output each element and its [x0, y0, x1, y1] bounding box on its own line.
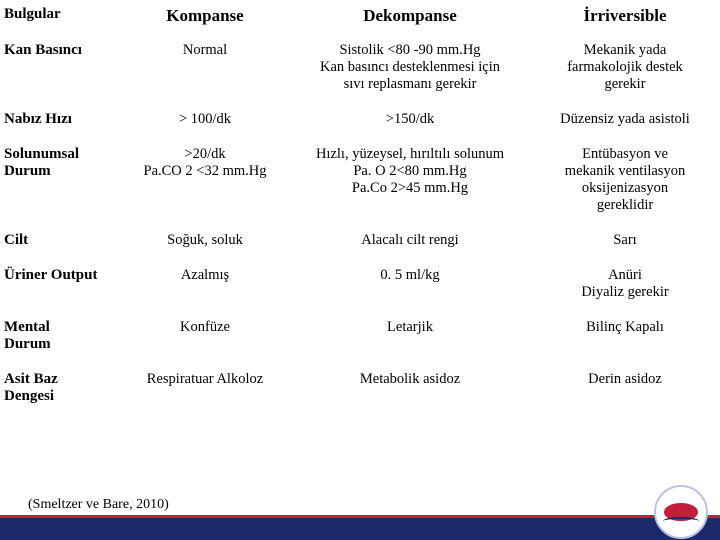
cell-dekompanse: Hızlı, yüzeysel, hırıltılı solunumPa. O … — [290, 138, 530, 224]
cell-irriversible: Entübasyon vemekanik ventilasyonoksijeni… — [530, 138, 720, 224]
logo-inner — [664, 503, 698, 521]
cell-kompanse: Respiratuar Alkoloz — [120, 363, 290, 415]
table-row: MentalDurumKonfüzeLetarjikBilinç Kapalı — [0, 311, 720, 363]
table-row: Üriner OutputAzalmış0. 5 ml/kgAnüriDiyal… — [0, 259, 720, 311]
row-label: Kan Basıncı — [0, 34, 120, 103]
table-row: Nabız Hızı> 100/dk>150/dkDüzensiz yada a… — [0, 103, 720, 138]
cell-irriversible: Bilinç Kapalı — [530, 311, 720, 363]
row-label: MentalDurum — [0, 311, 120, 363]
cell-dekompanse: Metabolik asidoz — [290, 363, 530, 415]
footer-bar — [0, 518, 720, 540]
table-row: Asit BazDengesiRespiratuar AlkolozMetabo… — [0, 363, 720, 415]
cell-irriversible: Mekanik yadafarmakolojik destekgerekir — [530, 34, 720, 103]
cell-dekompanse: Sistolik <80 -90 mm.HgKan basıncı destek… — [290, 34, 530, 103]
cell-kompanse: Konfüze — [120, 311, 290, 363]
row-label: Nabız Hızı — [0, 103, 120, 138]
cell-dekompanse: Alacalı cilt rengi — [290, 224, 530, 259]
findings-table: Bulgular Kompanse Dekompanse İrriversibl… — [0, 0, 720, 415]
row-label: Üriner Output — [0, 259, 120, 311]
institution-logo — [654, 485, 708, 539]
table-row: CiltSoğuk, solukAlacalı cilt rengiSarı — [0, 224, 720, 259]
row-label: Asit BazDengesi — [0, 363, 120, 415]
footer: (Smeltzer ve Bare, 2010) — [0, 497, 720, 540]
cell-kompanse: Azalmış — [120, 259, 290, 311]
cell-kompanse: > 100/dk — [120, 103, 290, 138]
table-row: Kan BasıncıNormalSistolik <80 -90 mm.HgK… — [0, 34, 720, 103]
cell-dekompanse: >150/dk — [290, 103, 530, 138]
cell-dekompanse: 0. 5 ml/kg — [290, 259, 530, 311]
cell-irriversible: Derin asidoz — [530, 363, 720, 415]
header-row: Bulgular Kompanse Dekompanse İrriversibl… — [0, 0, 720, 34]
citation: (Smeltzer ve Bare, 2010) — [0, 497, 720, 515]
row-label: Cilt — [0, 224, 120, 259]
cell-kompanse: >20/dkPa.CO 2 <32 mm.Hg — [120, 138, 290, 224]
cell-irriversible: AnüriDiyaliz gerekir — [530, 259, 720, 311]
row-label: SolunumsalDurum — [0, 138, 120, 224]
cell-dekompanse: Letarjik — [290, 311, 530, 363]
cell-kompanse: Normal — [120, 34, 290, 103]
col-dekompanse: Dekompanse — [290, 0, 530, 34]
cell-irriversible: Sarı — [530, 224, 720, 259]
cell-irriversible: Düzensiz yada asistoli — [530, 103, 720, 138]
logo-wave — [663, 517, 699, 525]
col-bulgular: Bulgular — [0, 0, 120, 34]
table-row: SolunumsalDurum>20/dkPa.CO 2 <32 mm.HgHı… — [0, 138, 720, 224]
cell-kompanse: Soğuk, soluk — [120, 224, 290, 259]
col-kompanse: Kompanse — [120, 0, 290, 34]
col-irriversible: İrriversible — [530, 0, 720, 34]
